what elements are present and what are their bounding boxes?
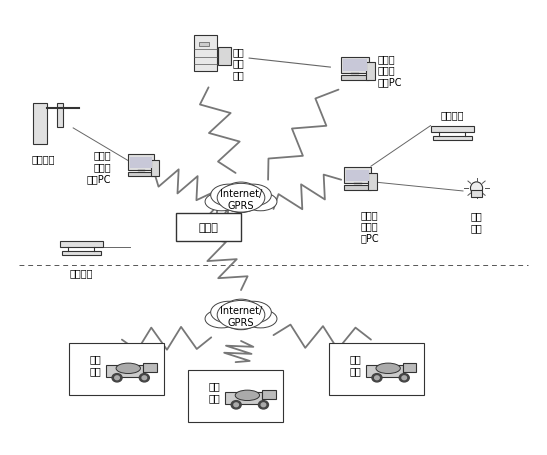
Ellipse shape [211,302,247,324]
FancyBboxPatch shape [342,60,367,71]
Circle shape [142,376,147,380]
Text: Internet/
GPRS: Internet/ GPRS [220,306,262,327]
Ellipse shape [376,363,400,374]
Ellipse shape [235,390,260,401]
Ellipse shape [116,363,141,374]
Text: 电子
标签: 电子 标签 [209,381,220,402]
FancyBboxPatch shape [69,343,164,395]
FancyBboxPatch shape [106,365,143,377]
Ellipse shape [225,299,258,319]
FancyBboxPatch shape [262,390,276,399]
FancyBboxPatch shape [346,170,369,182]
Ellipse shape [205,193,238,211]
FancyBboxPatch shape [143,363,156,372]
FancyBboxPatch shape [176,213,241,242]
Circle shape [399,374,409,382]
FancyBboxPatch shape [151,160,159,177]
FancyBboxPatch shape [341,57,369,73]
Text: 电子
标签: 电子 标签 [90,354,102,375]
Ellipse shape [217,184,265,212]
FancyBboxPatch shape [128,172,154,177]
Text: 渣土工
地的终
端PC: 渣土工 地的终 端PC [360,209,379,243]
FancyBboxPatch shape [329,343,424,395]
Text: 渣土堆
放场的
终端PC: 渣土堆 放场的 终端PC [86,150,111,183]
Text: 读写器: 读写器 [199,222,218,233]
FancyBboxPatch shape [188,370,283,422]
Circle shape [234,403,238,407]
Text: 数据
库服
务器: 数据 库服 务器 [233,47,245,80]
Circle shape [231,401,241,409]
Circle shape [402,376,406,380]
Circle shape [375,376,379,380]
Ellipse shape [217,301,265,329]
Text: Internet/
GPRS: Internet/ GPRS [220,189,262,210]
Text: 电子道闸: 电子道闸 [32,153,55,163]
Text: 电子地磅: 电子地磅 [69,268,93,278]
FancyBboxPatch shape [366,365,403,377]
Text: 监控管
理单元
终端PC: 监控管 理单元 终端PC [377,54,402,87]
Ellipse shape [235,185,271,207]
FancyBboxPatch shape [33,104,47,144]
FancyBboxPatch shape [199,43,208,47]
FancyBboxPatch shape [130,157,152,168]
Text: 报警
装置: 报警 装置 [470,211,482,233]
Ellipse shape [235,302,271,324]
FancyBboxPatch shape [218,48,231,66]
FancyBboxPatch shape [471,191,482,197]
Circle shape [115,376,119,380]
Ellipse shape [226,197,256,213]
FancyBboxPatch shape [225,392,262,404]
Circle shape [139,374,149,382]
FancyBboxPatch shape [62,252,101,255]
FancyBboxPatch shape [433,137,472,141]
Text: 电子
标签: 电子 标签 [350,354,362,375]
Ellipse shape [470,182,482,195]
Ellipse shape [211,185,247,207]
FancyBboxPatch shape [366,63,375,81]
Circle shape [112,374,122,382]
FancyBboxPatch shape [194,35,217,72]
FancyBboxPatch shape [128,155,154,170]
Circle shape [372,374,382,382]
Ellipse shape [244,193,277,211]
Ellipse shape [205,310,238,328]
FancyBboxPatch shape [60,241,103,248]
FancyBboxPatch shape [344,186,371,191]
Ellipse shape [225,182,258,202]
FancyBboxPatch shape [57,104,63,128]
Ellipse shape [244,310,277,328]
FancyBboxPatch shape [344,167,371,183]
FancyBboxPatch shape [430,126,474,133]
Circle shape [258,401,269,409]
FancyBboxPatch shape [341,76,369,81]
Circle shape [261,403,266,407]
Ellipse shape [226,313,256,330]
FancyBboxPatch shape [403,363,416,372]
FancyBboxPatch shape [368,173,377,191]
Text: 电子地磅: 电子地磅 [440,110,464,120]
